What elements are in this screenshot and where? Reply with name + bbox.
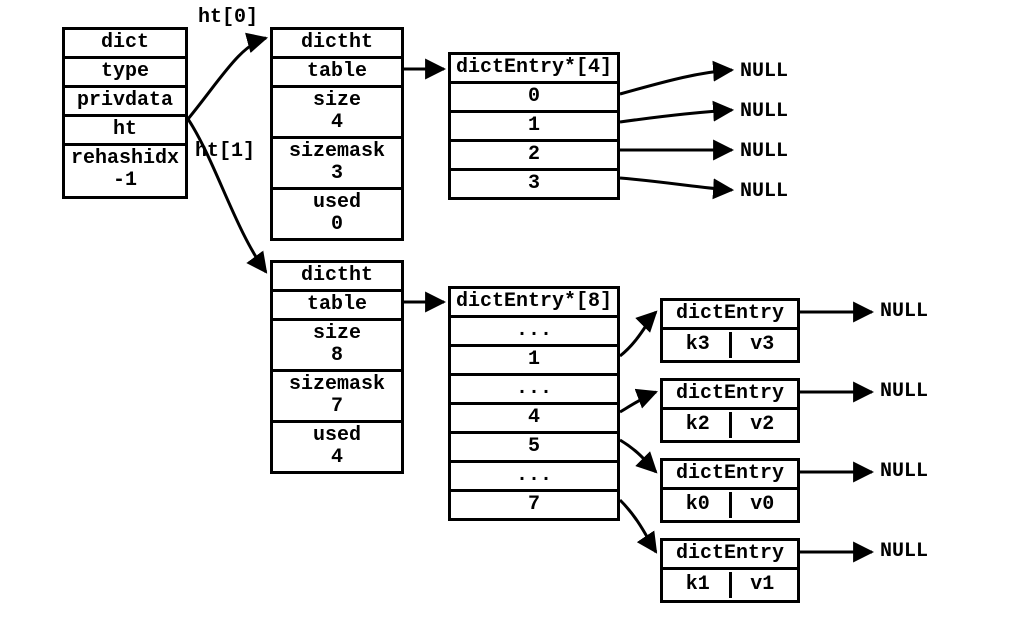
dict-entry-3-k: k1 [667,572,732,598]
dict-entry-3-v: v1 [732,572,794,598]
dict-entry-1-k: k2 [667,412,732,438]
edge-entry-2 [620,440,656,472]
dict-entry-1-kv: k2 v2 [660,410,800,443]
dict-entry-0: dictEntry k3 v3 [660,298,800,363]
dict-entry-1-title: dictEntry [660,378,800,410]
null-label-right-3: NULL [880,540,928,563]
entry-array-1-slot-0: ... [448,318,620,347]
edge-entry-0 [620,312,656,356]
null-label-right-2: NULL [880,460,928,483]
rehashidx-label: rehashidx [69,148,181,170]
ht1-label: ht[1] [195,140,255,163]
dict-entry-1: dictEntry k2 v2 [660,378,800,443]
entry-array-1-slot-5: ... [448,463,620,492]
dict-field-ht: ht [62,117,188,146]
entry-array-1-slot-2: ... [448,376,620,405]
dict-field-rehashidx: rehashidx -1 [62,146,188,199]
dict-title: dict [62,27,188,59]
dictht0-table: table [270,59,404,88]
entry-array-1-slot-1: 1 [448,347,620,376]
edge-entry-1 [620,392,656,412]
dict-entry-0-kv: k3 v3 [660,330,800,363]
dict-entry-3-kv: k1 v1 [660,570,800,603]
ht0-label: ht[0] [198,6,258,29]
dict-struct: dict type privdata ht rehashidx -1 [62,27,188,199]
dict-entry-2-k: k0 [667,492,732,518]
dict-entry-0-title: dictEntry [660,298,800,330]
entry-array-1: dictEntry*[8] ... 1 ... 4 5 ... 7 [448,286,620,521]
dictht1-sizemask: sizemask 7 [270,372,404,423]
entry-array-1-title: dictEntry*[8] [448,286,620,318]
edge-top-null-1 [620,110,732,122]
dict-entry-0-k: k3 [667,332,732,358]
dict-entry-2-kv: k0 v0 [660,490,800,523]
dict-entry-2-v: v0 [732,492,794,518]
null-label-top-0: NULL [740,60,788,83]
dict-entry-0-v: v3 [732,332,794,358]
entry-array-1-slot-3: 4 [448,405,620,434]
entry-array-0-slot-0: 0 [448,84,620,113]
dictht0-title: dictht [270,27,404,59]
edge-ht0 [188,38,266,119]
dictht1-used: used 4 [270,423,404,474]
entry-array-1-slot-6: 7 [448,492,620,521]
dictht0-sizemask: sizemask 3 [270,139,404,190]
entry-array-0-title: dictEntry*[4] [448,52,620,84]
entry-array-0-slot-1: 1 [448,113,620,142]
dict-entry-3: dictEntry k1 v1 [660,538,800,603]
dict-entry-3-title: dictEntry [660,538,800,570]
dictht0-size: size 4 [270,88,404,139]
null-label-right-0: NULL [880,300,928,323]
entry-array-0-slot-2: 2 [448,142,620,171]
dictht1-title: dictht [270,260,404,292]
entry-array-0-slot-3: 3 [448,171,620,200]
dict-entry-1-v: v2 [732,412,794,438]
rehashidx-value: -1 [69,170,181,192]
dictht1-size: size 8 [270,321,404,372]
entry-array-1-slot-4: 5 [448,434,620,463]
edge-top-null-0 [620,70,732,94]
dict-entry-2-title: dictEntry [660,458,800,490]
null-label-top-1: NULL [740,100,788,123]
dictht1-table: table [270,292,404,321]
dict-entry-2: dictEntry k0 v0 [660,458,800,523]
dict-field-type: type [62,59,188,88]
dictht1-struct: dictht table size 8 sizemask 7 used 4 [270,260,404,474]
null-label-right-1: NULL [880,380,928,403]
null-label-top-3: NULL [740,180,788,203]
null-label-top-2: NULL [740,140,788,163]
dictht0-used: used 0 [270,190,404,241]
edge-top-null-3 [620,178,732,190]
entry-array-0: dictEntry*[4] 0 1 2 3 [448,52,620,200]
dict-field-privdata: privdata [62,88,188,117]
edge-entry-3 [620,500,656,552]
dictht0-struct: dictht table size 4 sizemask 3 used 0 [270,27,404,241]
